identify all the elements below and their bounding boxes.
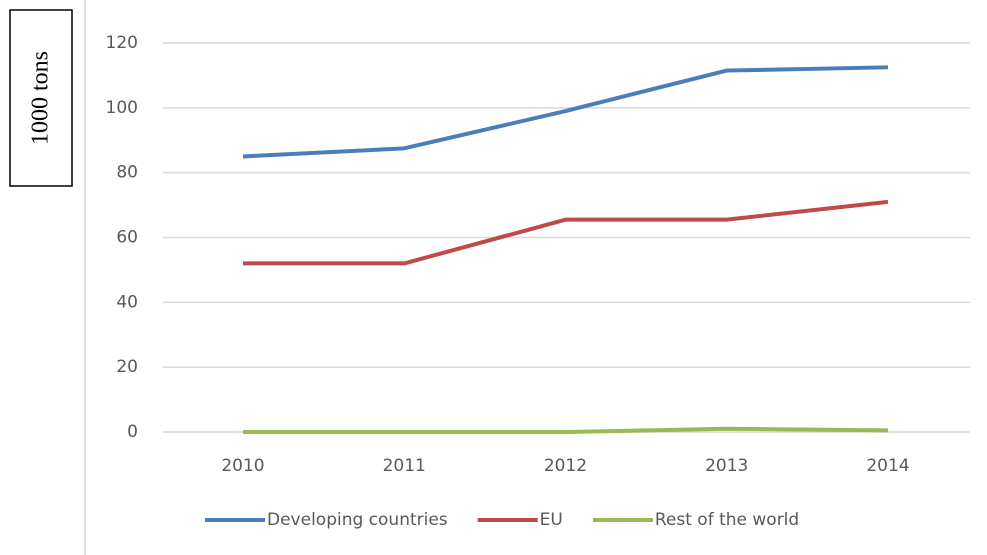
x-tick-label: 2010 <box>221 456 264 476</box>
series-line <box>242 65 889 159</box>
y-label-box <box>9 9 73 187</box>
y-tick-label: 60 <box>116 228 138 248</box>
x-tick-label: 2011 <box>383 456 426 476</box>
x-tick-label: 2014 <box>866 456 909 476</box>
y-tick-label: 100 <box>106 98 138 118</box>
y-tick-label: 0 <box>127 422 138 442</box>
y-tick-label: 20 <box>116 357 138 377</box>
series-line <box>243 199 889 266</box>
x-tick-label: 2012 <box>544 456 587 476</box>
y-tick-label: 120 <box>106 33 138 53</box>
legend-label: Developing countries <box>267 510 448 530</box>
series-line <box>243 426 889 434</box>
y-axis-label: 1000 tons <box>28 51 54 145</box>
y-tick-label: 80 <box>116 163 138 183</box>
legend-label: EU <box>540 510 563 530</box>
legend-label: Rest of the world <box>655 510 799 530</box>
y-tick-label: 40 <box>116 292 138 312</box>
x-tick-label: 2013 <box>705 456 748 476</box>
